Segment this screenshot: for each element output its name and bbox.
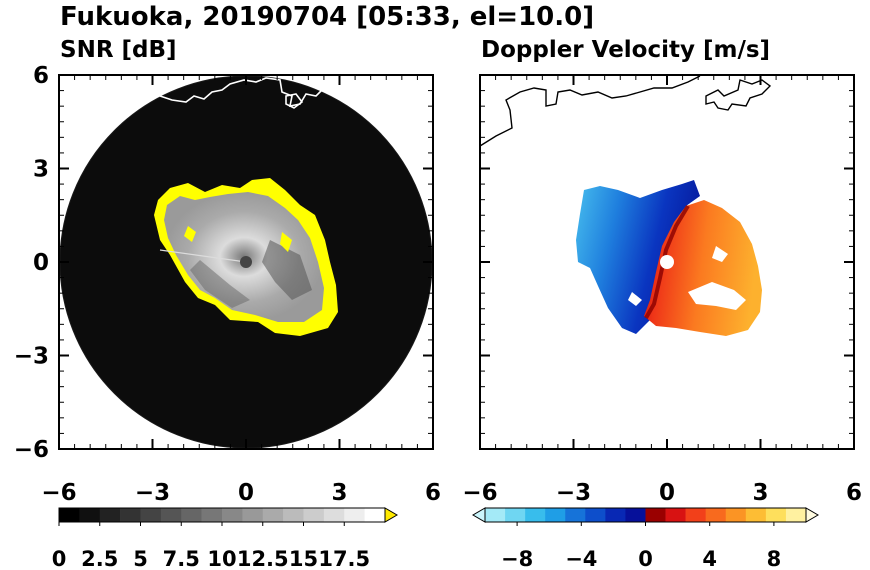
snr-colorbar-cell — [222, 508, 243, 522]
doppler-radar-site — [660, 255, 674, 269]
snr-x-tick-label: 6 — [425, 480, 441, 506]
doppler-colorbar-cell — [685, 508, 706, 522]
doppler-colorbar-cell — [545, 508, 566, 522]
doppler-colorbar-tick-label: 8 — [767, 547, 782, 570]
snr-y-tick-label: 3 — [33, 157, 49, 183]
snr-coastline — [159, 77, 337, 108]
snr-colorbar-tick-label: 17.5 — [318, 547, 370, 570]
doppler-colorbar-tick-label: 4 — [702, 547, 717, 570]
snr-y-tick-label: 0 — [33, 250, 49, 276]
snr-colorbar-cell — [242, 508, 264, 522]
doppler-colorbar-labels: −8 −4 0 4 8 — [501, 547, 781, 570]
snr-colorbar-tick-label: 15 — [289, 547, 318, 570]
snr-x-tick-label: 3 — [331, 480, 347, 506]
doppler-tick-labels: −6 −3 0 3 6 — [462, 480, 862, 506]
doppler-x-tick-label: −3 — [556, 480, 591, 506]
snr-y-tick-label: −3 — [14, 344, 49, 370]
doppler-panel: −6 −3 0 3 6 — [462, 74, 862, 506]
snr-radar-site — [240, 256, 252, 268]
snr-x-tick-label: −6 — [41, 480, 76, 506]
snr-colorbar-cell — [364, 508, 386, 522]
doppler-colorbar-cell — [585, 508, 606, 522]
snr-x-tick-label: 0 — [238, 480, 254, 506]
snr-tick-labels: −6 −3 0 3 6 6 3 0 −3 −6 — [14, 63, 441, 506]
snr-colorbar-tick-label: 10 — [207, 547, 236, 570]
doppler-x-tick-label: −6 — [462, 480, 497, 506]
doppler-colorbar-cell — [765, 508, 787, 522]
doppler-x-tick-label: 3 — [752, 480, 768, 506]
doppler-colorbar-cell — [505, 508, 526, 522]
doppler-colorbar-under-arrow — [472, 507, 486, 523]
doppler-colorbar-cell — [625, 508, 646, 522]
doppler-axis-ticks — [479, 74, 855, 450]
doppler-colorbar-tick-label: −4 — [565, 547, 597, 570]
doppler-colorbar-tick-label: 0 — [638, 547, 653, 570]
snr-colorbar-cell — [283, 508, 304, 522]
snr-colorbar-cell — [140, 508, 162, 522]
doppler-colorbar-cell — [645, 508, 666, 522]
doppler-coastline — [480, 75, 701, 147]
doppler-colorbar-cell — [525, 508, 546, 522]
snr-x-tick-label: −3 — [135, 480, 170, 506]
doppler-colorbar-cell — [485, 508, 506, 522]
snr-colorbar-tick-label: 2.5 — [81, 547, 118, 570]
doppler-colorbar-tick-label: −8 — [501, 547, 533, 570]
snr-colorbar-cell — [323, 508, 345, 522]
snr-colorbar-tick-label: 0 — [52, 547, 67, 570]
snr-colorbar-cell — [262, 508, 284, 522]
snr-colorbar-tick-label: 12.5 — [237, 547, 289, 570]
snr-colorbar-over-arrow — [384, 507, 398, 523]
doppler-colorbar-cell — [665, 508, 686, 522]
snr-colorbar-cell — [201, 508, 223, 522]
snr-y-tick-label: −6 — [14, 437, 49, 463]
doppler-colorbar — [472, 507, 819, 526]
doppler-colorbar-cell — [605, 508, 626, 522]
snr-colorbar-cell — [344, 508, 365, 522]
snr-colorbar-tick-label: 5 — [133, 547, 148, 570]
doppler-colorbar-cell — [785, 508, 807, 522]
snr-colorbar-cell — [181, 508, 202, 522]
doppler-colorbar-over-arrow — [805, 507, 819, 523]
snr-colorbar-cell — [160, 508, 182, 522]
snr-colorbar-tick-label: 7.5 — [163, 547, 200, 570]
figure-title: Fukuoka, 20190704 [05:33, el=10.0] — [60, 2, 594, 32]
snr-colorbar-labels: 0 2.5 5 7.5 10 12.5 15 17.5 — [52, 547, 370, 570]
snr-colorbar-cell — [59, 508, 80, 522]
snr-colorbar-cell — [79, 508, 101, 522]
doppler-x-tick-label: 6 — [846, 480, 862, 506]
snr-panel: −6 −3 0 3 6 6 3 0 −3 −6 — [14, 63, 441, 506]
doppler-colorbar-cell — [745, 508, 767, 522]
doppler-colorbar-cell — [565, 508, 586, 522]
doppler-approaching-region — [576, 180, 700, 334]
doppler-colorbar-cell — [705, 508, 727, 522]
snr-y-tick-label: 6 — [33, 63, 49, 89]
snr-colorbar-cell — [303, 508, 325, 522]
left-panel-title: SNR [dB] — [60, 37, 177, 63]
snr-colorbar — [58, 507, 398, 526]
snr-axis-ticks — [58, 74, 434, 450]
doppler-x-tick-label: 0 — [659, 480, 675, 506]
snr-colorbar-cell — [120, 508, 141, 522]
doppler-colorbar-cell — [725, 508, 747, 522]
snr-colorbar-cell — [99, 508, 121, 522]
right-panel-title: Doppler Velocity [m/s] — [481, 37, 770, 63]
